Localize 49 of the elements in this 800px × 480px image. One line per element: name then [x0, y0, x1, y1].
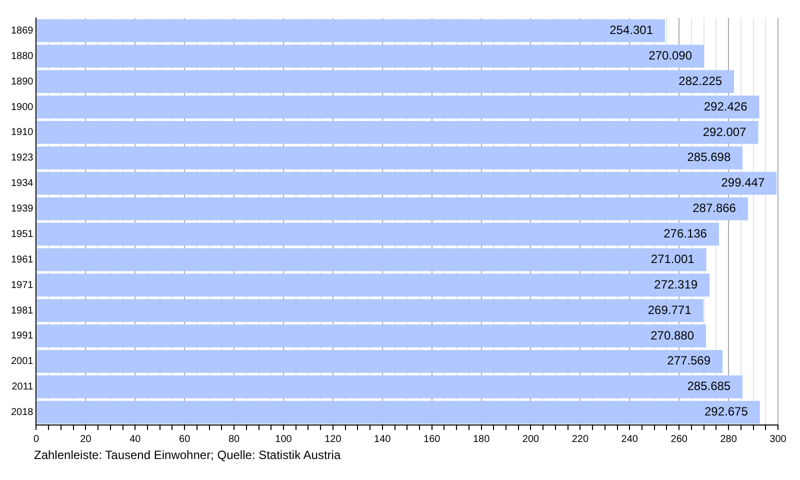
data-label: 287.866 — [692, 201, 736, 216]
data-label: 272.319 — [654, 277, 698, 292]
x-tick-label: 160 — [424, 434, 441, 445]
data-label: 292.426 — [704, 99, 748, 114]
x-tick-label: 260 — [670, 434, 688, 445]
x-tick-label: 200 — [522, 434, 540, 445]
data-label: 269.771 — [648, 302, 692, 317]
y-tick-label: 1880 — [10, 50, 34, 62]
y-tick-label: 1991 — [10, 330, 34, 342]
x-tick-label: 300 — [770, 434, 787, 445]
x-tick-label: 20 — [80, 434, 92, 445]
y-tick-label: 1951 — [10, 228, 34, 240]
y-tick-label: 1971 — [10, 280, 34, 291]
x-tick-label: 240 — [621, 434, 638, 445]
data-label: 271.001 — [650, 252, 695, 266]
y-tick-label: 1934 — [10, 178, 34, 190]
data-label: 285.685 — [687, 379, 731, 394]
y-tick-label: 1900 — [10, 102, 34, 113]
data-label: 292.675 — [704, 404, 748, 419]
data-label: 254.301 — [610, 23, 654, 38]
data-label: 276.136 — [664, 226, 708, 241]
data-label: 285.698 — [687, 150, 731, 164]
y-tick-label: 2001 — [10, 356, 34, 368]
data-label: 292.007 — [702, 124, 747, 139]
y-tick-label: 1910 — [10, 127, 34, 138]
x-tick-label: 0 — [33, 434, 40, 445]
x-tick-label: 180 — [472, 434, 490, 445]
text: Zahlenleiste: Tausend Einwohner; Quelle: Statistik Austria — [34, 448, 342, 462]
y-tick-label: 1869 — [10, 25, 34, 36]
y-tick-label: 2018 — [10, 407, 34, 418]
y-tick-label: 1981 — [10, 305, 34, 316]
y-tick-label: 1939 — [10, 204, 34, 215]
x-tick-label: 40 — [130, 434, 142, 445]
y-tick-label: 1923 — [10, 152, 34, 164]
x-tick-label: 280 — [720, 434, 738, 445]
x-tick-label: 220 — [572, 434, 589, 445]
x-tick-label: 60 — [179, 434, 191, 445]
x-tick-label: 140 — [374, 434, 392, 445]
x-tick-label: 120 — [324, 434, 342, 445]
y-tick-label: 2011 — [12, 382, 34, 393]
y-tick-label: 1961 — [10, 254, 34, 266]
data-label: 277.569 — [667, 354, 711, 368]
data-label: 282.225 — [678, 74, 722, 88]
data-label: 270.880 — [650, 328, 694, 342]
x-tick-label: 80 — [228, 434, 240, 445]
x-tick-label: 100 — [275, 434, 292, 445]
y-tick-label: 1890 — [10, 76, 34, 88]
data-label: 270.090 — [648, 48, 692, 62]
data-label: 299.447 — [721, 176, 765, 190]
